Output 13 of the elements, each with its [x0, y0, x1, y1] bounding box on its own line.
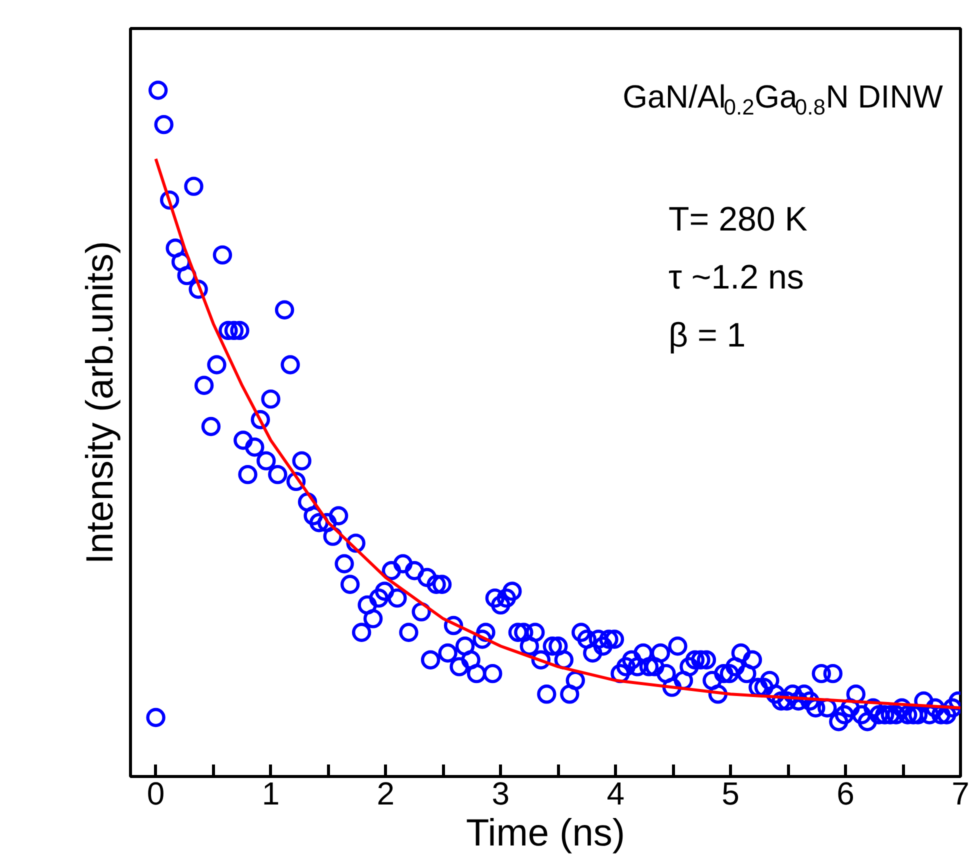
annotation: β = 1 [668, 316, 746, 354]
x-tick-label: 4 [606, 776, 625, 812]
x-tick-label: 1 [262, 776, 280, 812]
annotation: τ ~1.2 ns [668, 258, 804, 296]
x-tick-label: 6 [836, 776, 854, 812]
y-axis-title: Intensity (arb.units) [80, 240, 122, 564]
x-tick-label: 2 [376, 776, 395, 812]
x-tick-label: 5 [722, 776, 740, 812]
x-tick-label: 7 [952, 776, 970, 812]
x-axis-title: Time (ns) [466, 812, 626, 854]
x-tick-label: 3 [492, 776, 510, 812]
x-tick-label: 0 [146, 776, 165, 812]
annotation: T= 280 K [668, 200, 808, 238]
